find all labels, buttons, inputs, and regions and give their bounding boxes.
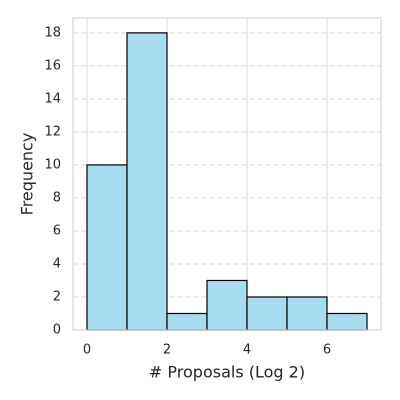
y-tick-label: 2 [53, 289, 61, 304]
bar [286, 296, 328, 331]
y-tick-label: 10 [44, 157, 61, 172]
bar [166, 312, 208, 331]
y-tick-label: 8 [53, 190, 61, 205]
y-tick-label: 18 [44, 25, 61, 40]
bar [246, 296, 288, 331]
y-tick-label: 16 [44, 58, 61, 73]
x-tick-label: 6 [323, 343, 331, 358]
x-tick-label: 2 [163, 343, 171, 358]
x-axis-label: # Proposals (Log 2) [149, 363, 305, 382]
y-tick-label: 14 [44, 91, 61, 106]
y-tick-label: 12 [44, 124, 61, 139]
plot-frame [72, 17, 382, 331]
bar [86, 164, 128, 331]
bar [206, 279, 248, 331]
bar [126, 32, 168, 331]
x-tick-label: 0 [83, 343, 91, 358]
y-tick-label: 6 [53, 223, 61, 238]
x-tick-label: 4 [243, 343, 251, 358]
y-tick-label: 4 [53, 256, 61, 271]
y-axis-label: Frequency [18, 133, 37, 216]
bar [326, 312, 368, 331]
y-tick-label: 0 [53, 323, 61, 338]
